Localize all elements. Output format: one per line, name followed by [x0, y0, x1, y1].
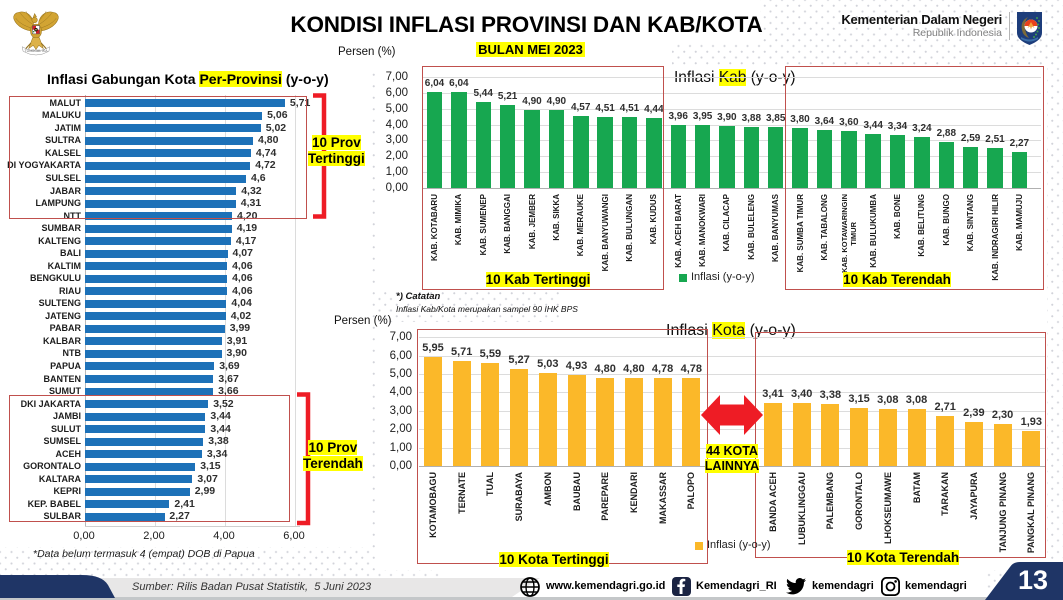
- svg-text:TUNGGAL IKA: TUNGGAL IKA: [25, 49, 49, 53]
